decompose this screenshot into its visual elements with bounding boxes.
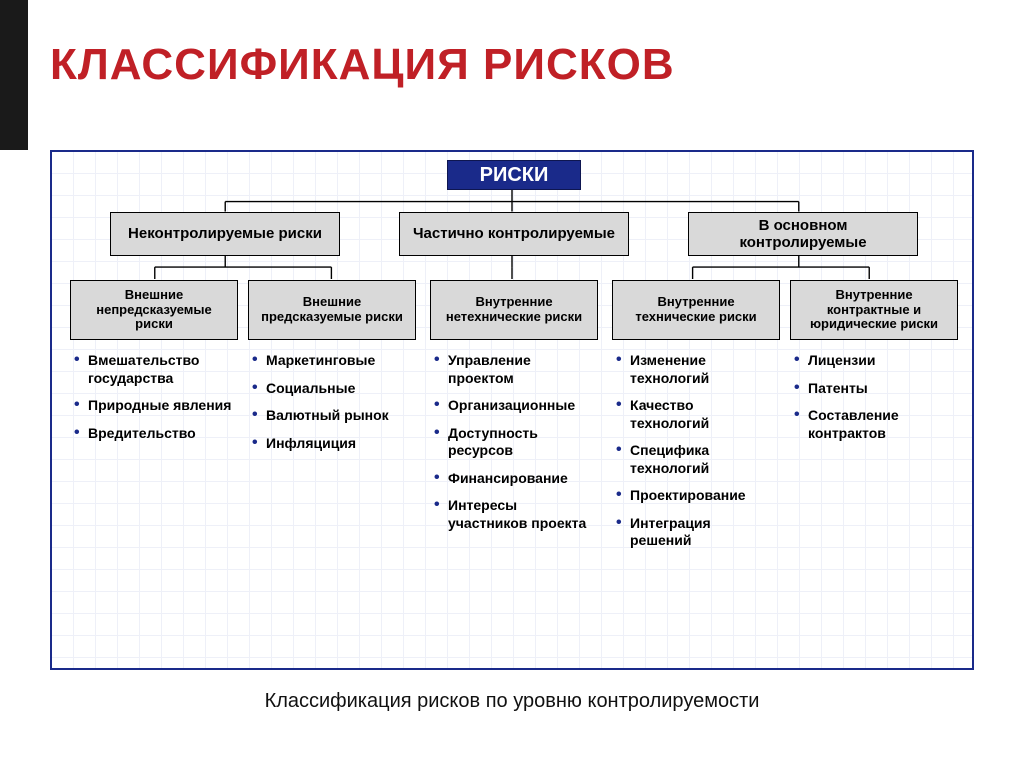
subcategory-node: Внешние непредсказуемые риски bbox=[70, 280, 238, 340]
items-list: Вмешательство государства Природные явлен… bbox=[74, 352, 234, 442]
items-column: Маркетинговые Социальные Валютный рынок Инф… bbox=[252, 352, 412, 462]
list-item: Лицензии bbox=[794, 352, 954, 370]
items-list: Маркетинговые Социальные Валютный рынок Инф… bbox=[252, 352, 412, 452]
list-item: Интеграция решений bbox=[616, 515, 776, 550]
subcategory-node: Внутренние технические риски bbox=[612, 280, 780, 340]
list-item: Доступность ресурсов bbox=[434, 425, 598, 460]
list-item: Изменение технологий bbox=[616, 352, 776, 387]
list-item: Социальные bbox=[252, 380, 412, 398]
slide: КЛАССИФИКАЦИЯ РИСКОВ РИСКИ Неконтролируем… bbox=[0, 0, 1024, 768]
list-item: Проектирование bbox=[616, 487, 776, 505]
items-column: Управление проектом Организационные Доступ… bbox=[434, 352, 598, 542]
items-list: Лицензии Патенты Составление контрактов bbox=[794, 352, 954, 442]
subcategory-node: Внутренние контрактные и юридические рис… bbox=[790, 280, 958, 340]
list-item: Патенты bbox=[794, 380, 954, 398]
subcategory-node: Внутренние нетехнические риски bbox=[430, 280, 598, 340]
list-item: Инфляциция bbox=[252, 435, 412, 453]
list-item: Управление проектом bbox=[434, 352, 598, 387]
diagram-caption: Классификация рисков по уровню контролир… bbox=[0, 690, 1024, 713]
list-item: Интересы участников проекта bbox=[434, 497, 598, 532]
category-node: Неконтролируемые риски bbox=[110, 212, 340, 256]
root-node: РИСКИ bbox=[447, 160, 581, 190]
list-item: Организационные bbox=[434, 397, 598, 415]
list-item: Вмешательство государства bbox=[74, 352, 234, 387]
slide-title: КЛАССИФИКАЦИЯ РИСКОВ bbox=[50, 40, 675, 90]
items-column: Вмешательство государства Природные явлен… bbox=[74, 352, 234, 452]
list-item: Природные явления bbox=[74, 397, 234, 415]
list-item: Финансирование bbox=[434, 470, 598, 488]
items-list: Управление проектом Организационные Доступ… bbox=[434, 352, 598, 532]
items-list: Изменение технологий Качество технологий С… bbox=[616, 352, 776, 550]
list-item: Специфика технологий bbox=[616, 442, 776, 477]
items-column: Изменение технологий Качество технологий С… bbox=[616, 352, 776, 560]
subcategory-node: Внешние предсказуемые риски bbox=[248, 280, 416, 340]
category-node: В основном контролируемые bbox=[688, 212, 918, 256]
list-item: Маркетинговые bbox=[252, 352, 412, 370]
category-node: Частично контролируемые bbox=[399, 212, 629, 256]
items-column: Лицензии Патенты Составление контрактов bbox=[794, 352, 954, 452]
list-item: Составление контрактов bbox=[794, 407, 954, 442]
list-item: Валютный рынок bbox=[252, 407, 412, 425]
list-item: Качество технологий bbox=[616, 397, 776, 432]
list-item: Вредительство bbox=[74, 425, 234, 443]
diagram-frame: РИСКИ Неконтролируемые риски Частично конт… bbox=[50, 150, 974, 670]
accent-bar bbox=[0, 0, 28, 150]
